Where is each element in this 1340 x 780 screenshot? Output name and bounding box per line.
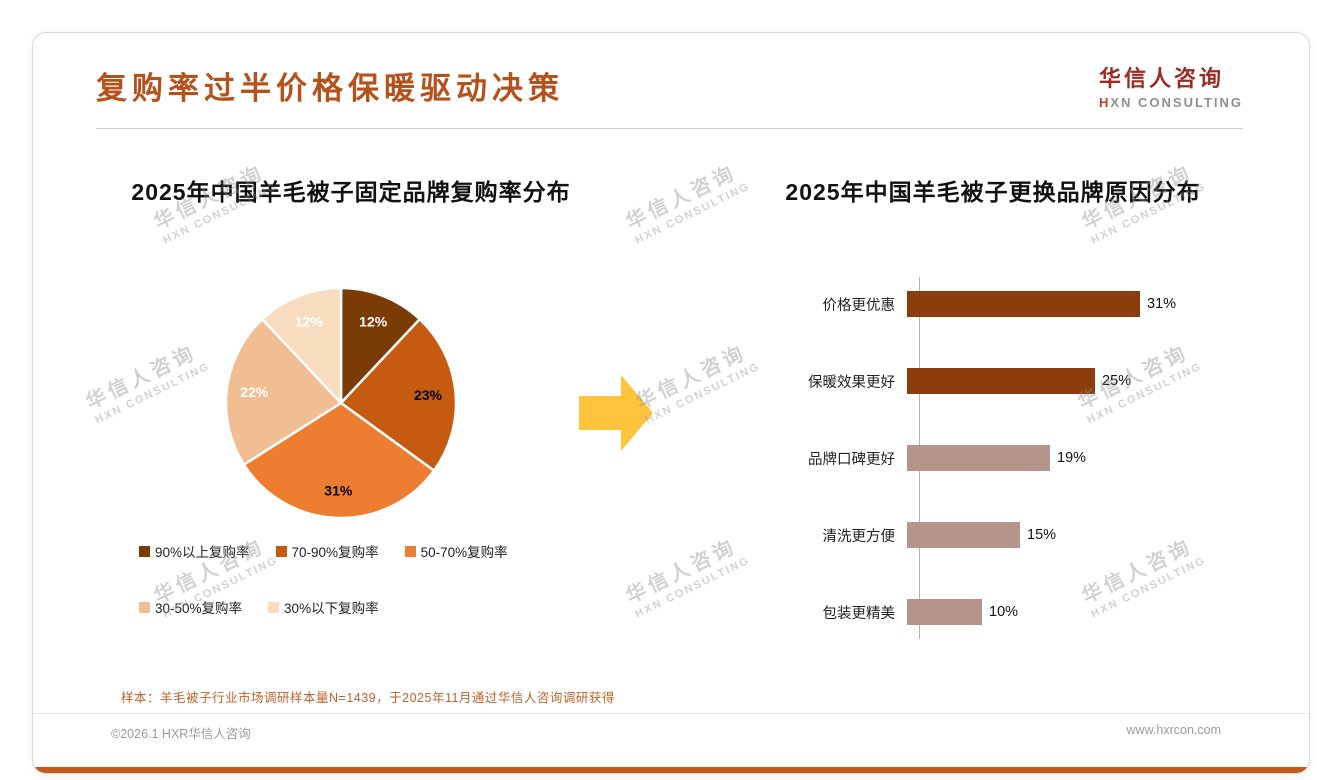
pie-slice-label: 23% — [414, 387, 443, 403]
bar-value-label: 31% — [1147, 296, 1177, 312]
bar-fill — [907, 522, 1020, 548]
legend-swatch — [139, 545, 150, 557]
footer-divider — [33, 713, 1309, 714]
pie-slice-label: 12% — [295, 314, 324, 330]
watermark: 华信人咨询 HXN CONSULTING — [80, 333, 213, 427]
legend-row: 90%以上复购率 70-90%复购率 50-70%复购率 — [139, 541, 508, 561]
bar-chart-title: 2025年中国羊毛被子更换品牌原因分布 — [785, 179, 1201, 205]
bar-value-label: 15% — [1027, 527, 1057, 543]
legend-swatch — [404, 545, 416, 557]
flow-arrow-icon — [579, 375, 653, 451]
bar-category-label: 清洗更方便 — [822, 528, 896, 545]
bar-fill — [907, 599, 982, 625]
bar-category-label: 品牌口碑更好 — [808, 451, 895, 468]
company-logo: 华信人咨询 HXN CONSULTING — [1099, 61, 1243, 110]
watermark-en: HXN CONSULTING — [93, 360, 213, 427]
bar-value-label: 19% — [1057, 450, 1087, 466]
pie-slice — [224, 317, 343, 466]
legend-label: 30%以下复购率 — [284, 601, 379, 616]
watermark-cn: 华信人咨询 — [82, 341, 201, 414]
legend-swatch — [275, 545, 287, 557]
flow-arrow-shape — [579, 375, 653, 451]
bar-row: 包装更精美 10% — [733, 599, 1233, 625]
pie-slice — [339, 286, 421, 405]
legend-label: 90%以上复购率 — [155, 545, 250, 560]
legend-label: 30-50%复购率 — [155, 601, 243, 616]
slide-title: 复购率过半价格保暖驱动决策 — [96, 71, 564, 106]
footer-copyright: ©2026.1 HXR华信人咨询 — [111, 727, 251, 741]
bar-fill — [907, 368, 1095, 394]
bar-category-label: 价格更优惠 — [822, 297, 896, 314]
logo-en-text: HXN CONSULTING — [1099, 95, 1243, 110]
legend-item: 50-70%复购率 — [404, 541, 508, 561]
bar-category-label: 包装更精美 — [822, 605, 896, 622]
legend-item: 30-50%复购率 — [139, 597, 242, 617]
pie-chart-title: 2025年中国羊毛被子固定品牌复购率分布 — [131, 179, 571, 205]
pie-slice — [339, 317, 458, 472]
pie-slice — [242, 401, 436, 520]
legend-label: 70-90%复购率 — [291, 545, 379, 560]
bar-row: 清洗更方便 15% — [733, 522, 1233, 548]
bar-chart: 价格更优惠 31% 保暖效果更好 25% 品牌口碑更好 19% 清洗更方便 15% 包装更精美 1… — [733, 277, 1233, 639]
pie-slice-label: 22% — [240, 384, 269, 400]
bar-track: 31% — [907, 291, 1233, 317]
pie-legend: 90%以上复购率 70-90%复购率 50-70%复购率 30-50%复购率 30%以下… — [139, 541, 508, 617]
bar-category-label: 保暖效果更好 — [808, 374, 895, 391]
footnote: 样本：羊毛被子行业市场调研样本量N=1439，于2025年11月通过华信人咨询调… — [121, 691, 615, 705]
bar-track: 15% — [907, 522, 1233, 548]
pie-chart: 12% 23% 31% 22% 12% — [224, 286, 458, 520]
bar-fill — [907, 445, 1050, 471]
bar-value-label: 25% — [1102, 373, 1132, 389]
legend-item: 30%以下复购率 — [268, 597, 379, 617]
bar-row: 价格更优惠 31% — [733, 291, 1233, 317]
legend-label: 50-70%复购率 — [420, 545, 508, 560]
logo-cn-text: 华信人咨询 — [1098, 66, 1224, 91]
pie-slice — [261, 286, 343, 405]
bar-row: 品牌口碑更好 19% — [733, 445, 1233, 471]
bar-track: 25% — [907, 368, 1233, 394]
bar-fill — [907, 291, 1140, 317]
watermark-cn: 华信人咨询 — [622, 161, 741, 234]
footer-website: www.hxrcon.com — [1126, 723, 1221, 737]
slide: 华信人咨询 HXN CONSULTING 华信人咨询 HXN CONSULTING 华信… — [32, 32, 1310, 774]
legend-swatch — [139, 601, 150, 613]
logo-en-initial: H — [1098, 95, 1111, 110]
bottom-accent-bar — [33, 767, 1309, 773]
pie-slice-label: 31% — [324, 482, 353, 498]
bar-track: 19% — [907, 445, 1233, 471]
legend-row: 30-50%复购率 30%以下复购率 — [139, 597, 508, 617]
bar-value-label: 10% — [989, 604, 1019, 620]
pie-slice-label: 12% — [359, 314, 388, 330]
header-divider — [96, 128, 1243, 129]
bar-row: 保暖效果更好 25% — [733, 368, 1233, 394]
legend-swatch — [268, 601, 280, 613]
legend-item: 90%以上复购率 — [139, 541, 250, 561]
watermark-cn: 华信人咨询 — [622, 535, 741, 608]
bar-track: 10% — [907, 599, 1233, 625]
logo-en-rest: XN CONSULTING — [1110, 95, 1243, 110]
bar-chart-rows: 价格更优惠 31% 保暖效果更好 25% 品牌口碑更好 19% 清洗更方便 15% 包装更精美 1… — [733, 291, 1233, 625]
legend-item: 70-90%复购率 — [275, 541, 379, 561]
